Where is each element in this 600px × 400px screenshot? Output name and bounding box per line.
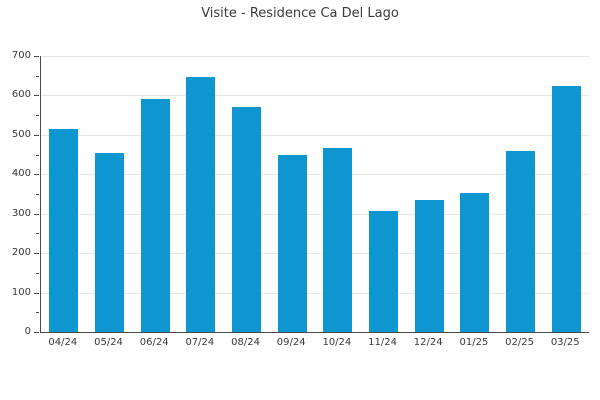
bar-02/25 [505,150,536,332]
y-minor-tick [36,115,39,117]
bar-07/24 [186,76,216,332]
bar-slot [41,56,87,332]
bar-slot [361,56,407,332]
x-tick-label: 02/25 [505,337,534,348]
y-major-tick [34,253,39,255]
bar-04/24 [49,128,79,332]
bar-09/24 [277,155,307,332]
bar-08/24 [231,107,262,332]
y-tick-label: 600 [11,89,31,101]
y-minor-tick [36,233,39,235]
x-tick-label: 06/24 [139,337,169,348]
bar-11/24 [368,210,399,332]
y-tick-label: 100 [11,286,31,298]
bar-slot [452,56,498,332]
y-major-tick [34,213,39,215]
gridline [41,134,589,136]
y-minor-tick [36,194,39,195]
x-tick-label: 05/24 [94,337,123,348]
x-axis-tick-labels: 04/24 05/24 06/24 07/24 08/24 09/24 10/24 11/24… [40,337,588,348]
bar-slot [315,56,361,332]
chart-title: Visite - Residence Ca Del Lago [201,6,399,21]
x-tick-label: 11/24 [368,337,397,348]
bar-slot [87,56,133,332]
bar-slot [224,56,270,332]
x-tick-label: 10/24 [322,337,352,348]
bars-container [41,56,589,332]
x-tick-label: 03/25 [550,337,580,348]
y-tick-label: 400 [11,168,31,180]
gridline [41,95,589,97]
bar-01/25 [460,193,490,332]
y-tick-label: 700 [11,50,31,61]
bar-slot [132,56,178,332]
x-tick-label: 01/25 [459,337,489,348]
y-major-tick [34,56,39,57]
bar-06/24 [140,98,170,332]
y-minor-tick [36,272,39,274]
y-major-tick [34,332,39,333]
y-tick-label: 200 [11,247,31,259]
gridline [41,213,589,215]
bar-slot [178,56,224,332]
y-major-tick [34,292,39,294]
bar-10/24 [323,147,353,332]
bar-slot [269,56,315,332]
gridline [41,292,589,294]
x-tick-label: 08/24 [231,337,260,348]
y-major-tick [34,174,39,176]
y-major-tick [34,95,39,97]
y-tick-label: 0 [24,326,31,337]
y-tick-label: 300 [11,207,31,219]
x-tick-label: 07/24 [185,337,215,348]
bar-slot [406,56,452,332]
gridline [41,174,589,176]
bar-03/25 [551,85,581,332]
y-major-tick [34,134,39,136]
bar-12/24 [414,199,444,332]
gridline [41,253,589,255]
x-tick-label: 12/24 [413,337,443,348]
y-tick-label: 500 [11,128,31,140]
y-minor-tick [36,75,39,77]
y-axis: 0 100 200 300 400 500 600 700 [0,51,40,337]
bar-slot [498,56,544,332]
gridline [41,56,589,57]
bar-slot [543,56,589,332]
y-minor-tick [36,312,39,314]
bar-05/24 [94,152,125,332]
x-tick-label: 09/24 [276,337,306,348]
y-minor-tick [36,154,39,156]
x-tick-label: 04/24 [48,337,78,348]
plot-area [40,56,589,333]
